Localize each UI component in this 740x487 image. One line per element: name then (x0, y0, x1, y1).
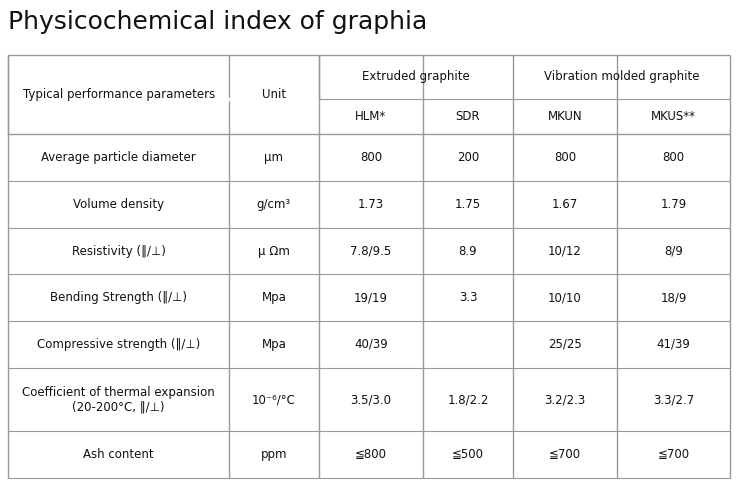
Text: 3.5/3.0: 3.5/3.0 (351, 393, 391, 406)
Text: 10⁻⁶/°C: 10⁻⁶/°C (252, 393, 296, 406)
Text: Resistivity (‖/⊥): Resistivity (‖/⊥) (72, 244, 166, 258)
Text: μ Ωm: μ Ωm (258, 244, 290, 258)
Text: 800: 800 (554, 151, 576, 164)
Text: HLM*: HLM* (355, 110, 386, 123)
Text: 10/10: 10/10 (548, 291, 582, 304)
Text: MKUN: MKUN (548, 110, 582, 123)
Text: 1.67: 1.67 (552, 198, 578, 211)
Text: 3.3: 3.3 (459, 291, 477, 304)
Text: ppm: ppm (260, 448, 287, 461)
Text: 40/39: 40/39 (354, 338, 388, 351)
Text: Compressive strength (‖/⊥): Compressive strength (‖/⊥) (37, 338, 201, 351)
Text: Mpa: Mpa (261, 338, 286, 351)
Text: 1.73: 1.73 (358, 198, 384, 211)
Text: 1.79: 1.79 (661, 198, 687, 211)
Text: Coefficient of thermal expansion
(20-200°C, ‖/⊥): Coefficient of thermal expansion (20-200… (22, 386, 215, 413)
Text: 41/39: 41/39 (657, 338, 690, 351)
Text: Ash content: Ash content (84, 448, 154, 461)
Text: Unit: Unit (262, 88, 286, 101)
Text: Bending Strength (‖/⊥): Bending Strength (‖/⊥) (50, 291, 187, 304)
Text: 200: 200 (457, 151, 479, 164)
Text: Volume density: Volume density (73, 198, 164, 211)
Text: μm: μm (264, 151, 283, 164)
Text: 25/25: 25/25 (548, 338, 582, 351)
Text: 1.75: 1.75 (455, 198, 481, 211)
Text: 8.9: 8.9 (459, 244, 477, 258)
Text: Typical performance parameters: Typical performance parameters (22, 88, 215, 101)
Text: 19/19: 19/19 (354, 291, 388, 304)
Text: MKUS**: MKUS** (651, 110, 696, 123)
Text: 3.3/2.7: 3.3/2.7 (653, 393, 694, 406)
Text: 8/9: 8/9 (665, 244, 683, 258)
Text: Vibration molded graphite: Vibration molded graphite (544, 71, 699, 83)
Text: 10/12: 10/12 (548, 244, 582, 258)
Text: 18/9: 18/9 (661, 291, 687, 304)
Text: Physicochemical index of graphia: Physicochemical index of graphia (8, 10, 427, 34)
Text: ≦700: ≦700 (549, 448, 581, 461)
Text: ≦700: ≦700 (658, 448, 690, 461)
Text: 1.8/2.2: 1.8/2.2 (447, 393, 488, 406)
Text: g/cm³: g/cm³ (257, 198, 291, 211)
Text: SDR: SDR (456, 110, 480, 123)
Text: ≦500: ≦500 (452, 448, 484, 461)
Text: 3.2/2.3: 3.2/2.3 (545, 393, 585, 406)
Text: 7.8/9.5: 7.8/9.5 (350, 244, 391, 258)
Text: 800: 800 (662, 151, 685, 164)
Text: Average particle diameter: Average particle diameter (41, 151, 196, 164)
Text: 800: 800 (360, 151, 382, 164)
Text: ≦800: ≦800 (355, 448, 387, 461)
Text: Mpa: Mpa (261, 291, 286, 304)
Text: Extruded graphite: Extruded graphite (362, 71, 469, 83)
